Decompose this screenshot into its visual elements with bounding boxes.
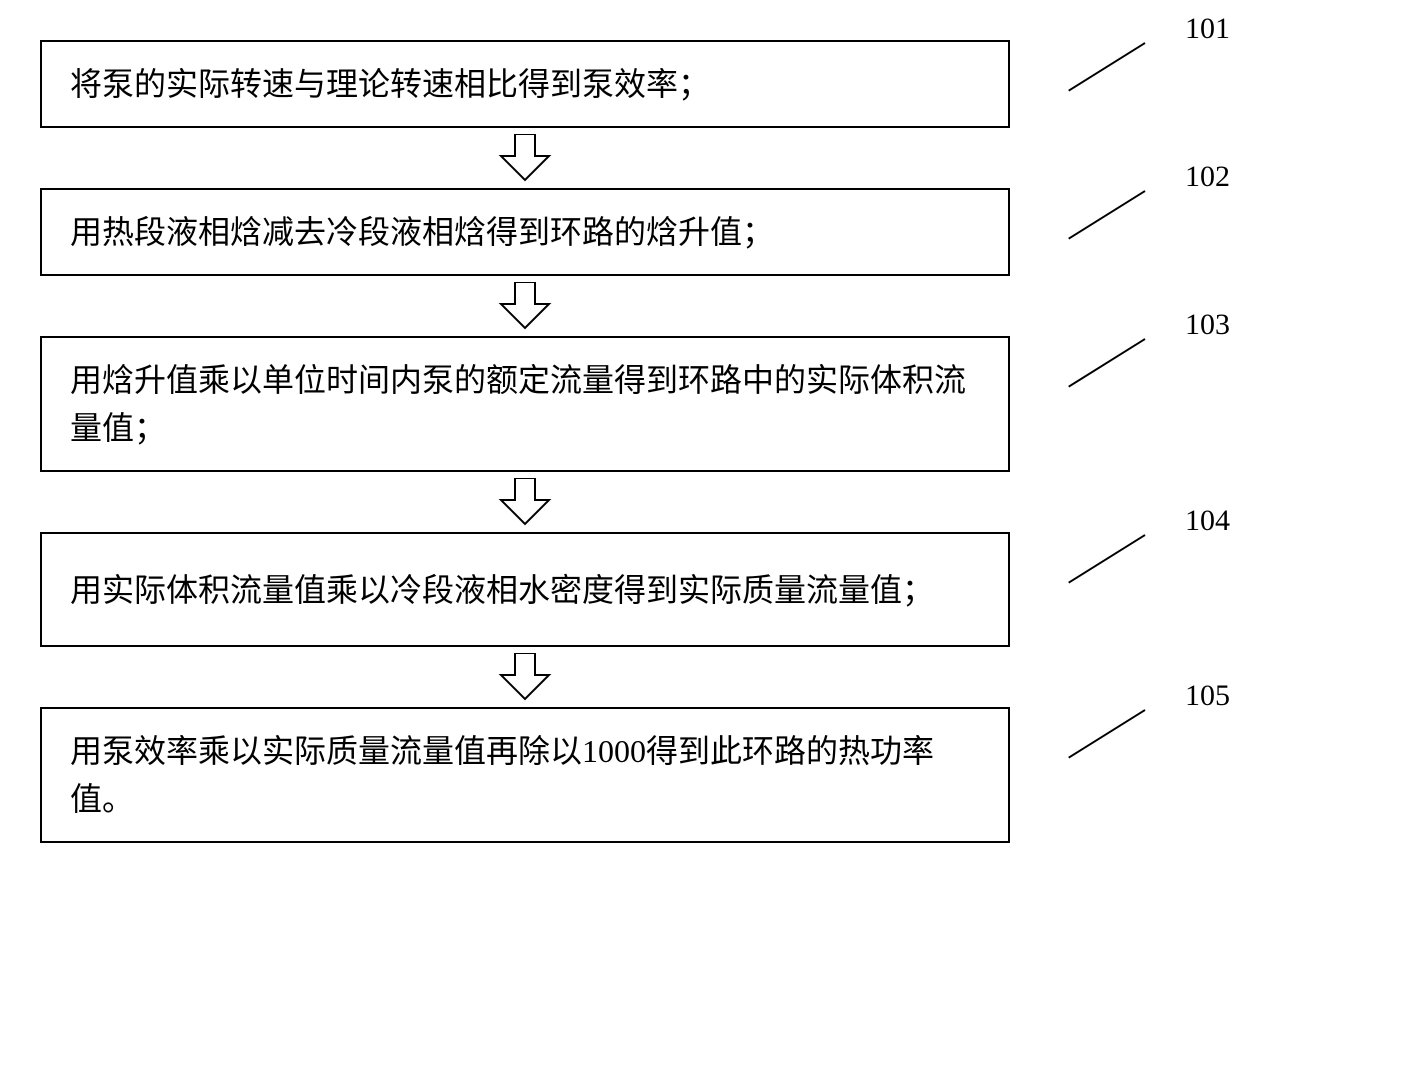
step-text-103: 用焓升值乘以单位时间内泵的额定流量得到环路中的实际体积流量值； bbox=[70, 356, 980, 452]
flowchart-container: 101 将泵的实际转速与理论转速相比得到泵效率； 102 用热段液相焓减去冷段液… bbox=[40, 40, 1140, 843]
down-arrow-icon bbox=[495, 653, 555, 701]
step-box-103: 用焓升值乘以单位时间内泵的额定流量得到环路中的实际体积流量值； bbox=[40, 336, 1010, 472]
step-label-102: 102 bbox=[1185, 160, 1230, 194]
step-text-105: 用泵效率乘以实际质量流量值再除以1000得到此环路的热功率值。 bbox=[70, 727, 980, 823]
label-line-104 bbox=[1068, 534, 1145, 583]
step-102-container: 102 用热段液相焓减去冷段液相焓得到环路的焓升值； bbox=[40, 188, 1140, 276]
step-box-101: 将泵的实际转速与理论转速相比得到泵效率； bbox=[40, 40, 1010, 128]
step-105-container: 105 用泵效率乘以实际质量流量值再除以1000得到此环路的热功率值。 bbox=[40, 707, 1140, 843]
step-text-104: 用实际体积流量值乘以冷段液相水密度得到实际质量流量值； bbox=[70, 566, 934, 614]
step-101-container: 101 将泵的实际转速与理论转速相比得到泵效率； bbox=[40, 40, 1140, 128]
down-arrow-icon bbox=[495, 134, 555, 182]
arrow-container-2 bbox=[40, 276, 1010, 336]
label-line-105 bbox=[1068, 709, 1145, 758]
step-text-102: 用热段液相焓减去冷段液相焓得到环路的焓升值； bbox=[70, 208, 774, 256]
step-label-105: 105 bbox=[1185, 679, 1230, 713]
arrow-container-1 bbox=[40, 128, 1010, 188]
step-label-101: 101 bbox=[1185, 12, 1230, 46]
step-box-104: 用实际体积流量值乘以冷段液相水密度得到实际质量流量值； bbox=[40, 532, 1010, 647]
step-label-104: 104 bbox=[1185, 504, 1230, 538]
down-arrow-icon bbox=[495, 478, 555, 526]
label-line-101 bbox=[1068, 42, 1145, 91]
arrow-container-3 bbox=[40, 472, 1010, 532]
step-text-101: 将泵的实际转速与理论转速相比得到泵效率； bbox=[70, 60, 710, 108]
down-arrow-icon bbox=[495, 282, 555, 330]
step-box-102: 用热段液相焓减去冷段液相焓得到环路的焓升值； bbox=[40, 188, 1010, 276]
step-104-container: 104 用实际体积流量值乘以冷段液相水密度得到实际质量流量值； bbox=[40, 532, 1140, 647]
step-103-container: 103 用焓升值乘以单位时间内泵的额定流量得到环路中的实际体积流量值； bbox=[40, 336, 1140, 472]
step-box-105: 用泵效率乘以实际质量流量值再除以1000得到此环路的热功率值。 bbox=[40, 707, 1010, 843]
arrow-container-4 bbox=[40, 647, 1010, 707]
label-line-102 bbox=[1068, 190, 1145, 239]
step-label-103: 103 bbox=[1185, 308, 1230, 342]
label-line-103 bbox=[1068, 338, 1145, 387]
